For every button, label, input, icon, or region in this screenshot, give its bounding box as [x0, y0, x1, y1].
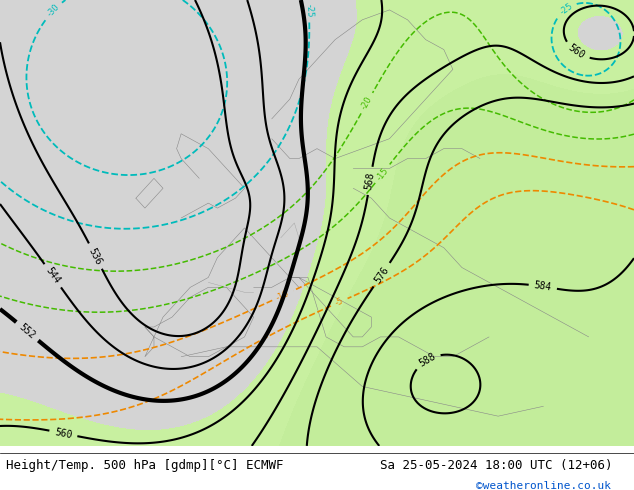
- Text: -30: -30: [46, 3, 61, 19]
- Text: -10: -10: [275, 289, 291, 302]
- Text: 544: 544: [44, 266, 62, 286]
- Text: 536: 536: [87, 246, 104, 266]
- Text: -15: -15: [375, 166, 390, 182]
- Text: ©weatheronline.co.uk: ©weatheronline.co.uk: [476, 481, 611, 490]
- Text: -25: -25: [304, 4, 314, 18]
- Text: -25: -25: [558, 1, 574, 17]
- Text: Sa 25-05-2024 18:00 UTC (12+06): Sa 25-05-2024 18:00 UTC (12+06): [380, 459, 613, 472]
- Text: -20: -20: [359, 95, 374, 111]
- Text: 560: 560: [567, 43, 587, 61]
- Text: 552: 552: [17, 322, 37, 341]
- Text: 560: 560: [54, 427, 73, 440]
- Text: 588: 588: [417, 351, 437, 368]
- Text: Height/Temp. 500 hPa [gdmp][°C] ECMWF: Height/Temp. 500 hPa [gdmp][°C] ECMWF: [6, 459, 284, 472]
- Text: 584: 584: [533, 280, 552, 293]
- Text: 568: 568: [364, 172, 377, 190]
- Text: -5: -5: [333, 296, 345, 308]
- Text: 576: 576: [373, 265, 391, 285]
